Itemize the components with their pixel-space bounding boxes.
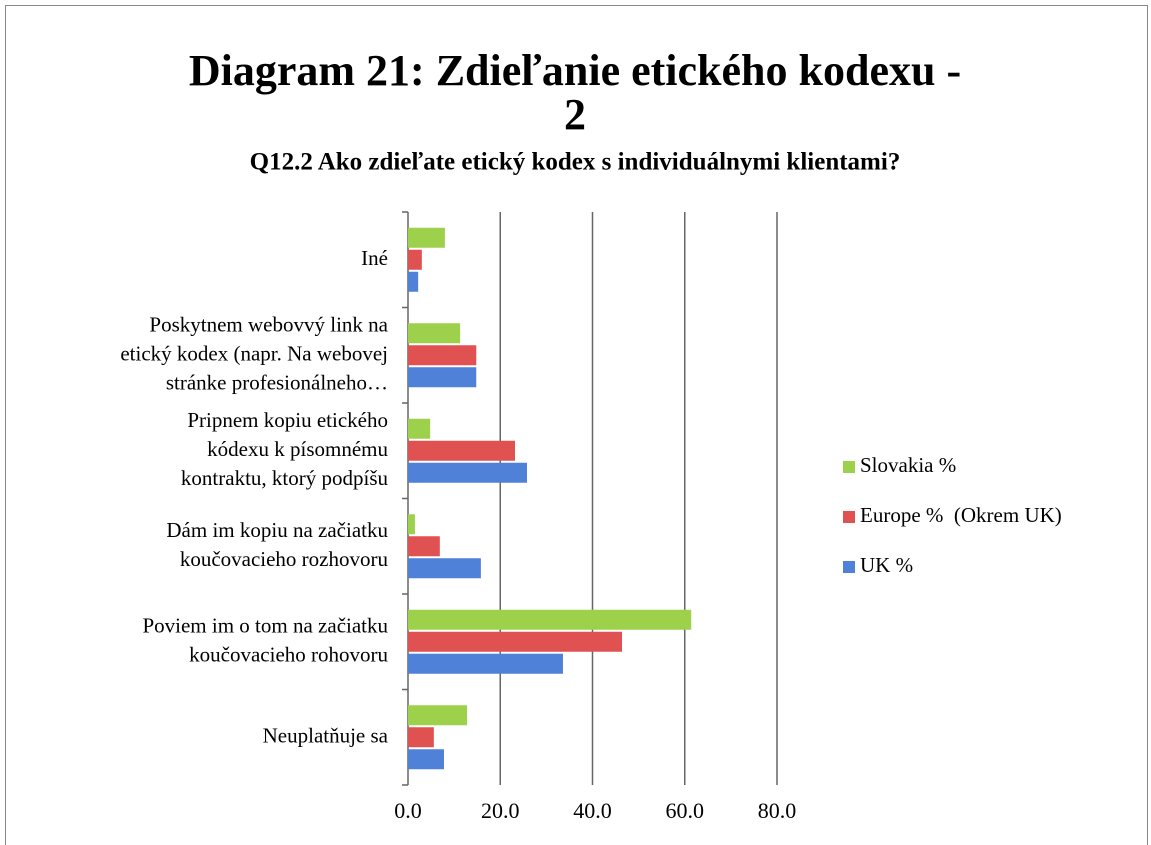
x-tick-label: 0.0 [394,798,422,823]
bar [408,705,468,726]
bar [408,514,415,535]
bar [408,440,516,461]
bar [408,536,440,557]
x-tick-label: 20.0 [481,798,520,823]
y-tick-label: Poviem im o tom na začiatku koučovacieho … [142,613,388,666]
y-tick-label: Iné [361,246,388,270]
legend-swatch [843,511,855,523]
chart-title: 2 [564,90,586,139]
bar [408,367,477,388]
legend-label: UK % [860,553,913,577]
bar [408,631,623,652]
y-tick-label: Dám im kopiu na začiatku koučovacieho roz… [166,518,388,571]
y-tick-label: Neuplatňuje sa [263,723,389,747]
chart-subtitle: Q12.2 Ako zdieľate etický kodex s indivi… [250,149,901,176]
bar [408,323,461,344]
legend-swatch [843,561,855,573]
legend-swatch [843,461,855,473]
bar [408,227,445,248]
bar [408,727,434,748]
x-tick-label: 40.0 [573,798,612,823]
chart-title: Diagram 21: Zdieľanie etického kodexu - [189,46,961,95]
bar [408,749,444,770]
bar [408,345,477,366]
legend-label: Europe % (Okrem UK) [860,503,1062,527]
bar [408,653,563,674]
legend-label: Slovakia % [860,453,956,477]
y-tick-label: Pripnem kopiu etického kódexu k písomnému… [181,408,389,490]
x-tick-label: 60.0 [666,798,705,823]
bar [408,609,692,630]
y-tick-label: Poskytnem webovvý link na etický kodex (n… [120,312,388,394]
bar [408,462,528,483]
bar [408,249,422,270]
x-tick-label: 80.0 [758,798,797,823]
bar [408,271,419,292]
bar [408,558,481,579]
chart-frame [5,5,1148,845]
bar [408,418,431,439]
